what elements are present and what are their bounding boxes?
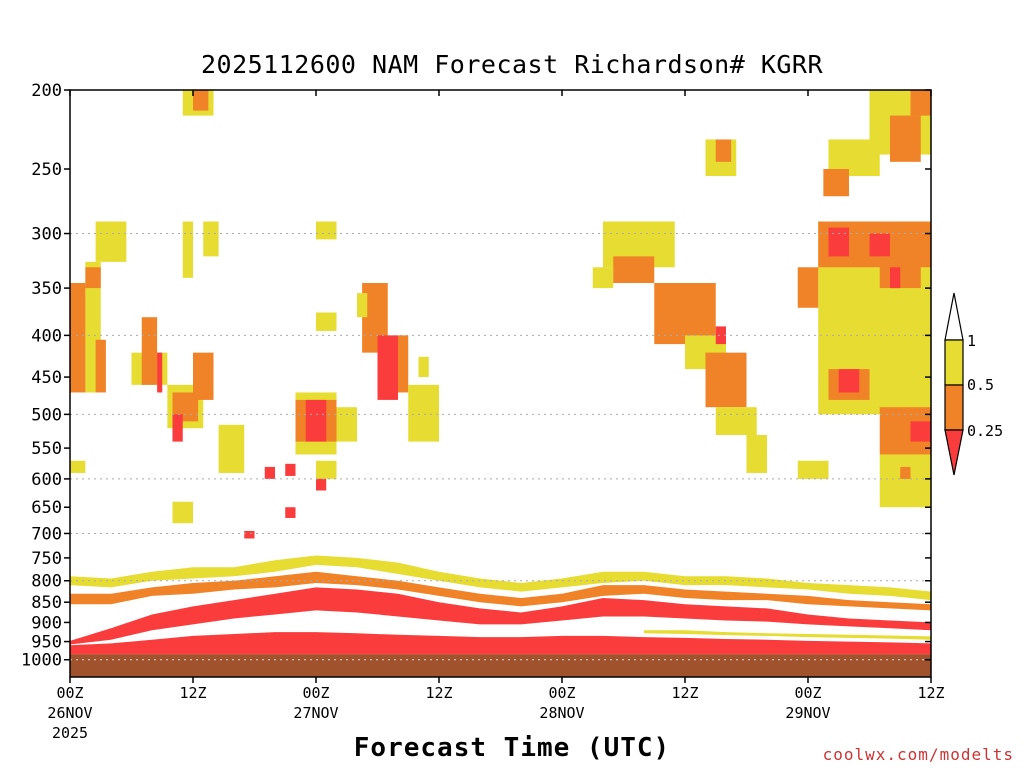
band-1 — [70, 571, 931, 611]
cell-20 — [285, 463, 296, 476]
cell-19 — [264, 466, 275, 479]
cell-45 — [746, 434, 767, 473]
y-tick-label: 550 — [31, 439, 62, 459]
y-tick-label: 250 — [31, 160, 62, 180]
cell-39 — [613, 256, 655, 284]
cell-29 — [316, 478, 327, 491]
x-tick-date: 26NOV — [47, 704, 92, 722]
cell-11 — [141, 317, 158, 385]
cell-23 — [316, 221, 337, 240]
cell-21 — [285, 507, 296, 518]
cell-18 — [172, 501, 193, 524]
band-3 — [70, 632, 931, 655]
y-tick-label: 200 — [31, 81, 62, 101]
cell-44 — [715, 407, 757, 435]
x-tick-date: 29NOV — [785, 704, 830, 722]
plot-area — [70, 90, 931, 677]
cell-56 — [869, 233, 890, 257]
cell-47 — [715, 139, 732, 162]
cell-66 — [900, 466, 911, 479]
cell-51 — [910, 90, 931, 116]
cell-9 — [203, 221, 219, 257]
y-tick-label: 450 — [31, 368, 62, 388]
x-tick-label: 12Z — [179, 684, 206, 702]
cell-32 — [377, 335, 398, 400]
y-tick-label: 750 — [31, 549, 62, 569]
cell-38 — [592, 267, 614, 289]
cell-35 — [336, 407, 357, 442]
cell-34 — [408, 384, 439, 442]
credit-label: coolwx.com/modelts — [822, 745, 1014, 764]
cell-16 — [172, 414, 183, 442]
cell-8 — [182, 221, 193, 278]
x-axis-label: Forecast Time (UTC) — [353, 733, 671, 763]
y-tick-label: 400 — [31, 326, 62, 346]
y-tick-label: 950 — [31, 633, 62, 653]
legend-bin-1 — [944, 384, 964, 431]
x-tick-label: 00Z — [302, 684, 329, 702]
cell-17 — [218, 424, 245, 473]
cell-31 — [357, 293, 368, 318]
y-tick-label: 650 — [31, 498, 62, 518]
y-tick-label: 850 — [31, 593, 62, 613]
cell-52 — [890, 115, 921, 162]
band-4 — [644, 630, 931, 640]
x-tick-label: 00Z — [794, 684, 821, 702]
x-tick-label: 12Z — [917, 684, 944, 702]
plot-frame — [69, 89, 932, 678]
x-tick-year: 2025 — [52, 724, 88, 742]
cell-40 — [654, 283, 716, 345]
chart-title: 2025112600 NAM Forecast Richardson# KGRR — [200, 50, 824, 79]
legend-level-label: 0.5 — [967, 376, 994, 394]
legend-bin-0 — [944, 339, 964, 386]
x-tick-date: 28NOV — [539, 704, 584, 722]
cell-22 — [244, 530, 255, 539]
cell-2 — [85, 267, 101, 289]
cell-36 — [418, 356, 429, 378]
cell-5 — [70, 460, 86, 473]
cell-42 — [715, 326, 726, 345]
cell-3 — [70, 283, 86, 393]
y-tick-label: 350 — [31, 279, 62, 299]
cell-24 — [316, 312, 337, 331]
cell-59 — [797, 267, 819, 308]
cell-55 — [828, 227, 849, 257]
cell-12 — [157, 352, 163, 393]
y-tick-label: 900 — [31, 613, 62, 633]
legend-level-label: 1 — [967, 332, 976, 350]
cell-49 — [823, 168, 849, 197]
legend-above-1 — [944, 292, 964, 341]
cell-65 — [879, 454, 931, 508]
cell-7 — [193, 90, 209, 111]
cell-15 — [193, 352, 214, 400]
x-tick-label: 00Z — [548, 684, 575, 702]
cell-63 — [910, 421, 931, 442]
cell-58 — [890, 267, 901, 289]
y-tick-label: 300 — [31, 225, 62, 245]
cell-61 — [838, 369, 860, 393]
y-tick-label: 600 — [31, 470, 62, 490]
cell-4 — [95, 339, 106, 393]
y-tick-label: 500 — [31, 405, 62, 425]
cell-0 — [95, 221, 127, 262]
cell-27 — [305, 399, 327, 442]
x-tick-date: 27NOV — [293, 704, 338, 722]
cell-64 — [797, 460, 829, 479]
cell-33 — [398, 335, 409, 393]
y-tick-label: 1000 — [21, 651, 62, 671]
y-tick-label: 700 — [31, 524, 62, 544]
y-tick-label: 800 — [31, 572, 62, 592]
band-0 — [70, 555, 931, 601]
band-2 — [70, 587, 931, 645]
x-tick-label: 12Z — [671, 684, 698, 702]
x-tick-label: 00Z — [56, 684, 83, 702]
ground-area — [70, 654, 931, 677]
legend-level-label: 0.25 — [967, 422, 1003, 440]
legend-bin-2 — [944, 429, 964, 476]
x-tick-label: 12Z — [425, 684, 452, 702]
cell-43 — [705, 352, 747, 408]
cell-28 — [316, 460, 337, 479]
